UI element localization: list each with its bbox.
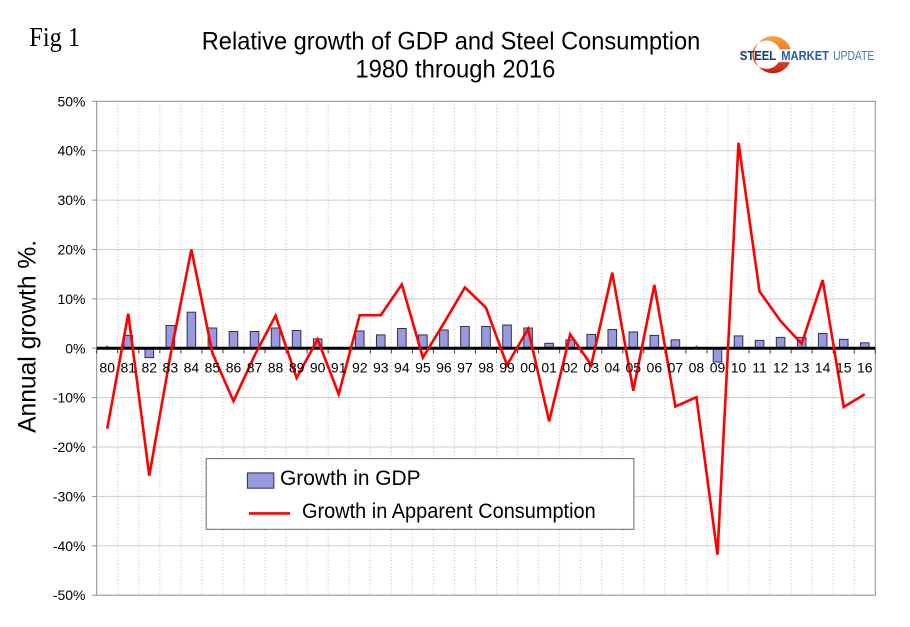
svg-text:10: 10	[731, 359, 747, 375]
svg-text:98: 98	[478, 359, 494, 375]
svg-text:97: 97	[457, 359, 473, 375]
svg-text:Relative growth of GDP and Ste: Relative growth of GDP and Steel Consump…	[202, 28, 701, 56]
svg-text:94: 94	[394, 359, 410, 375]
svg-text:92: 92	[352, 359, 368, 375]
svg-text:02: 02	[562, 359, 578, 375]
svg-text:84: 84	[184, 359, 200, 375]
svg-text:20%: 20%	[57, 241, 85, 257]
svg-text:50%: 50%	[57, 93, 85, 109]
svg-text:11: 11	[752, 359, 767, 375]
svg-text:09: 09	[710, 359, 726, 375]
svg-text:Fig 1: Fig 1	[29, 22, 80, 52]
svg-text:40%: 40%	[57, 143, 85, 159]
svg-text:96: 96	[436, 359, 452, 375]
svg-text:MARKET: MARKET	[781, 49, 829, 63]
svg-text:01: 01	[541, 359, 557, 375]
svg-text:16: 16	[857, 359, 873, 375]
svg-text:Growth in Apparent Consumption: Growth in Apparent Consumption	[302, 500, 596, 523]
svg-text:86: 86	[226, 359, 242, 375]
svg-text:88: 88	[268, 359, 284, 375]
svg-text:14: 14	[815, 359, 831, 375]
svg-text:0%: 0%	[65, 340, 85, 356]
svg-text:80: 80	[99, 359, 115, 375]
svg-text:85: 85	[205, 359, 221, 375]
svg-text:-50%: -50%	[53, 587, 86, 603]
svg-text:Annual growth %.: Annual growth %.	[14, 240, 42, 433]
svg-text:30%: 30%	[57, 192, 85, 208]
svg-text:00: 00	[520, 359, 536, 375]
svg-text:1980 through 2016: 1980 through 2016	[355, 56, 555, 84]
svg-text:91: 91	[331, 359, 347, 375]
svg-text:03: 03	[583, 359, 599, 375]
svg-text:83: 83	[163, 359, 179, 375]
svg-text:95: 95	[415, 359, 431, 375]
svg-text:Growth in GDP: Growth in GDP	[280, 467, 421, 490]
svg-text:04: 04	[604, 359, 620, 375]
svg-text:-40%: -40%	[53, 538, 86, 554]
svg-text:99: 99	[499, 359, 515, 375]
svg-text:90: 90	[310, 359, 326, 375]
svg-text:-10%: -10%	[53, 390, 86, 406]
svg-text:81: 81	[120, 359, 136, 375]
svg-text:08: 08	[689, 359, 705, 375]
svg-text:07: 07	[668, 359, 684, 375]
svg-text:89: 89	[289, 359, 305, 375]
svg-text:06: 06	[647, 359, 663, 375]
svg-text:-20%: -20%	[53, 439, 86, 455]
svg-text:13: 13	[794, 359, 810, 375]
svg-text:STEEL: STEEL	[740, 49, 777, 63]
svg-text:15: 15	[836, 359, 852, 375]
svg-text:93: 93	[373, 359, 389, 375]
svg-text:12: 12	[773, 359, 789, 375]
svg-text:UPDATE: UPDATE	[833, 49, 874, 63]
svg-text:10%: 10%	[57, 291, 85, 307]
svg-text:-30%: -30%	[53, 488, 86, 504]
svg-text:05: 05	[626, 359, 642, 375]
svg-text:82: 82	[142, 359, 158, 375]
svg-text:87: 87	[247, 359, 263, 375]
